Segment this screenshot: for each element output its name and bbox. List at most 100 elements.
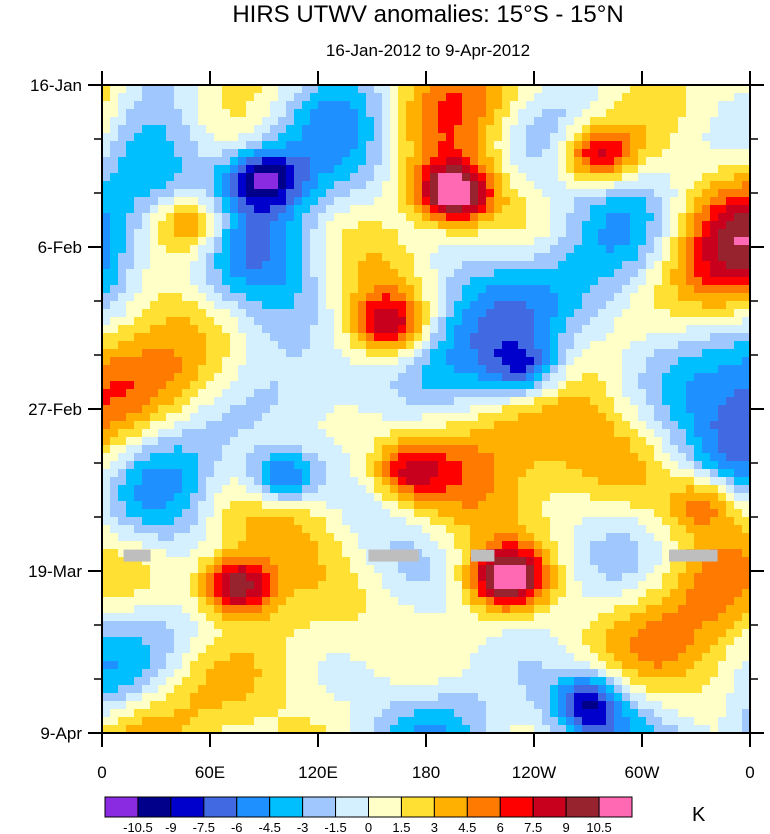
heat-cell xyxy=(398,373,407,382)
heat-cell xyxy=(286,333,295,342)
heat-cell xyxy=(390,445,399,454)
heat-cell xyxy=(574,189,583,198)
heat-cell xyxy=(310,285,319,294)
heat-cell xyxy=(398,237,407,246)
heat-cell xyxy=(638,237,647,246)
heat-cell xyxy=(102,237,111,246)
heat-cell xyxy=(134,429,143,438)
heat-cell xyxy=(182,301,191,310)
heat-cell xyxy=(622,541,631,550)
heat-cell xyxy=(734,197,743,206)
heat-cell xyxy=(694,293,703,302)
heat-cell xyxy=(174,485,183,494)
heat-cell xyxy=(582,469,591,478)
heat-cell xyxy=(398,261,407,270)
heat-cell xyxy=(542,221,551,230)
heat-cell xyxy=(702,165,711,174)
heat-cell xyxy=(686,445,695,454)
heat-cell xyxy=(734,437,743,446)
heat-cell xyxy=(230,237,239,246)
heat-cell xyxy=(166,573,175,582)
heat-cell xyxy=(702,349,711,358)
heat-cell xyxy=(374,565,383,574)
heat-cell xyxy=(374,533,383,542)
heat-cell xyxy=(134,413,143,422)
heat-cell xyxy=(614,293,623,302)
heat-cell xyxy=(614,117,623,126)
heat-cell xyxy=(214,461,223,470)
heat-cell xyxy=(374,229,383,238)
heat-cell xyxy=(254,85,263,94)
heat-cell xyxy=(518,437,527,446)
heat-cell xyxy=(670,525,679,534)
heat-cell xyxy=(638,517,647,526)
heat-cell xyxy=(438,421,447,430)
heat-cell xyxy=(278,509,287,518)
heat-cell xyxy=(582,205,591,214)
heat-cell xyxy=(742,381,750,390)
heat-cell xyxy=(454,525,463,534)
heat-cell xyxy=(646,517,655,526)
heat-cell xyxy=(390,365,399,374)
heat-cell xyxy=(382,101,391,110)
heat-cell xyxy=(118,549,127,558)
heat-cell xyxy=(702,173,711,182)
heat-cell xyxy=(318,381,327,390)
heat-cell xyxy=(446,349,455,358)
heat-cell xyxy=(102,501,111,510)
heat-cell xyxy=(582,309,591,318)
heat-cell xyxy=(630,197,639,206)
heat-cell xyxy=(686,493,695,502)
heat-cell xyxy=(342,533,351,542)
heat-cell xyxy=(494,253,503,262)
heat-cell xyxy=(166,277,175,286)
heat-cell xyxy=(486,381,495,390)
heat-cell xyxy=(678,501,687,510)
heat-cell xyxy=(710,205,719,214)
heat-cell xyxy=(574,365,583,374)
heat-cell xyxy=(430,509,439,518)
heat-cell xyxy=(726,173,735,182)
heat-cell xyxy=(222,349,231,358)
heat-cell xyxy=(126,413,135,422)
heat-cell xyxy=(598,149,607,158)
heat-cell xyxy=(670,213,679,222)
heat-cell xyxy=(710,373,719,382)
heat-cell xyxy=(406,157,415,166)
heat-cell xyxy=(406,381,415,390)
heat-cell xyxy=(430,173,439,182)
heat-cell xyxy=(462,109,471,118)
heat-cell xyxy=(638,509,647,518)
heat-cell xyxy=(158,341,167,350)
heat-cell xyxy=(534,373,543,382)
heat-cell xyxy=(158,301,167,310)
heat-cell xyxy=(198,141,207,150)
heat-cell xyxy=(678,405,687,414)
heat-cell xyxy=(374,381,383,390)
heat-cell xyxy=(294,357,303,366)
heat-cell xyxy=(630,93,639,102)
heat-cell xyxy=(614,525,623,534)
heat-cell xyxy=(654,317,663,326)
heat-cell xyxy=(446,181,455,190)
heat-cell xyxy=(702,253,711,262)
heat-cell xyxy=(718,141,727,150)
heat-cell xyxy=(230,437,239,446)
heat-cell xyxy=(294,205,303,214)
heat-cell xyxy=(718,189,727,198)
heat-cell xyxy=(118,301,127,310)
heat-cell xyxy=(382,189,391,198)
heat-cell xyxy=(166,477,175,486)
heat-cell xyxy=(510,245,519,254)
heat-cell xyxy=(326,501,335,510)
heat-cell xyxy=(246,501,255,510)
heat-cell xyxy=(742,213,750,222)
heat-cell xyxy=(526,301,535,310)
heat-cell xyxy=(134,285,143,294)
heat-cell xyxy=(102,549,111,558)
heat-cell xyxy=(158,389,167,398)
heat-cell xyxy=(614,357,623,366)
heat-cell xyxy=(598,301,607,310)
heat-cell xyxy=(430,461,439,470)
heat-cell xyxy=(662,205,671,214)
